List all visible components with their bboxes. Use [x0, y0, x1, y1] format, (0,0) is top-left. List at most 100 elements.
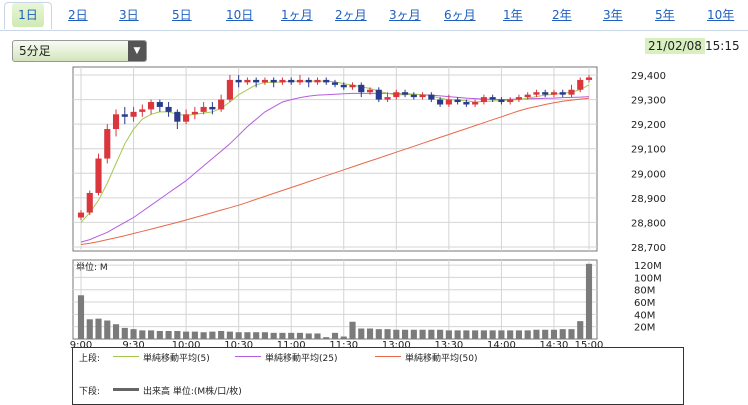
chevron-down-icon[interactable]: ▼: [128, 41, 146, 61]
candle-body: [480, 97, 487, 103]
candle-body: [104, 129, 111, 159]
volume-bar: [533, 329, 540, 339]
volume-bar: [165, 330, 172, 339]
candle-body: [366, 89, 374, 93]
volume-bar: [515, 330, 522, 339]
volume-bar: [489, 330, 496, 339]
candle-body: [577, 79, 584, 90]
legend-sma5-swatch: [113, 356, 139, 357]
candle-body: [542, 92, 549, 95]
volume-bar: [366, 328, 374, 339]
candle-body: [550, 92, 558, 95]
candle-body: [524, 94, 531, 98]
candle-body: [498, 99, 505, 103]
volume-bar: [331, 332, 339, 339]
volume-bar: [148, 330, 155, 339]
volume-bar: [130, 329, 137, 339]
candle-body: [428, 94, 435, 100]
tab-11[interactable]: 2年: [552, 8, 572, 22]
volume-bar: [104, 320, 111, 339]
candle-body: [244, 79, 251, 83]
candle-body: [112, 114, 120, 130]
tab-4[interactable]: 5日: [172, 8, 192, 22]
legend-upper-label: 上段:: [79, 354, 101, 364]
candle-body: [253, 79, 260, 83]
legend-sma5: 単純移動平均(5): [143, 354, 210, 364]
candle-body: [384, 97, 391, 100]
period-tab-bar: 1日 2日 3日 5日 10日 1ヶ月 2ヶ月 3ヶ月 6ヶ月 1年 2年 3年 5年 10年: [0, 0, 748, 31]
candle-body: [419, 94, 426, 98]
volume-bar: [112, 324, 120, 339]
volume-bar: [410, 329, 417, 339]
candle-body: [585, 77, 593, 80]
x-tick: 14:00: [487, 340, 516, 351]
candle-body: [349, 84, 356, 88]
candle-body: [437, 99, 444, 105]
candle-body: [191, 111, 198, 115]
price-y-tick: 29,200: [631, 120, 666, 131]
candle-body: [95, 158, 102, 193]
candle-body: [296, 79, 304, 83]
candle-body: [77, 212, 85, 218]
volume-bar: [480, 330, 487, 339]
tab-9[interactable]: 6ヶ月: [444, 8, 476, 22]
candle-body: [331, 82, 339, 85]
tab-12[interactable]: 3年: [603, 8, 623, 22]
tab-8[interactable]: 3ヶ月: [389, 8, 421, 22]
volume-y-tick: 120M: [634, 261, 662, 272]
volume-bar: [244, 332, 251, 339]
chart-date: 21/02/08: [645, 38, 705, 54]
candle-body: [279, 79, 286, 83]
candle-body: [261, 79, 268, 83]
interval-select-value: 5分足: [19, 44, 51, 58]
volume-bar: [375, 329, 382, 339]
volume-bar: [550, 329, 558, 339]
volume-bar: [542, 329, 549, 339]
tab-7[interactable]: 2ヶ月: [335, 8, 367, 22]
tab-label: 1日: [12, 3, 44, 27]
candle-body: [121, 114, 128, 117]
volume-bar: [270, 332, 277, 339]
volume-bar: [235, 332, 242, 339]
x-tick: 11:30: [329, 340, 358, 351]
volume-bar: [524, 330, 531, 339]
candle-body: [323, 79, 330, 83]
volume-bar: [437, 329, 444, 339]
chart-time: 15:15: [705, 39, 740, 53]
price-y-tick: 28,800: [631, 218, 666, 229]
interval-select[interactable]: 5分足 ▼: [12, 40, 147, 62]
volume-y-tick: 60M: [634, 298, 655, 309]
volume-bar: [200, 332, 207, 339]
volume-bar: [209, 331, 216, 339]
candle-body: [200, 106, 207, 112]
candle-body: [139, 109, 146, 112]
volume-bar: [156, 330, 163, 339]
tab-2[interactable]: 2日: [68, 8, 88, 22]
tab-3[interactable]: 3日: [119, 8, 139, 22]
candle-body: [165, 106, 172, 112]
volume-bar: [183, 331, 190, 339]
price-y-tick: 29,000: [631, 169, 666, 180]
volume-bar: [218, 330, 225, 339]
volume-bar: [174, 330, 181, 339]
tab-1[interactable]: 1日: [4, 2, 52, 29]
tab-13[interactable]: 5年: [655, 8, 675, 22]
volume-bar: [358, 328, 365, 339]
chart-legend: 上段: 単純移動平均(5) 単純移動平均(25) 単純移動平均(50) 下段: …: [72, 347, 684, 405]
volume-y-tick: 80M: [634, 286, 655, 297]
volume-bar: [253, 332, 260, 339]
x-tick: 13:00: [382, 340, 411, 351]
volume-bar: [568, 329, 575, 339]
candle-body: [218, 99, 225, 110]
tab-6[interactable]: 1ヶ月: [281, 8, 313, 22]
legend-sma50: 単純移動平均(50): [405, 354, 478, 364]
volume-bar: [472, 330, 479, 339]
sma50-line: [80, 97, 590, 245]
candle-body: [568, 89, 575, 95]
tab-5[interactable]: 10日: [226, 8, 254, 22]
tab-14[interactable]: 10年: [707, 8, 735, 22]
candle-body: [148, 102, 155, 110]
tab-10[interactable]: 1年: [503, 8, 523, 22]
volume-bar: [296, 332, 304, 339]
